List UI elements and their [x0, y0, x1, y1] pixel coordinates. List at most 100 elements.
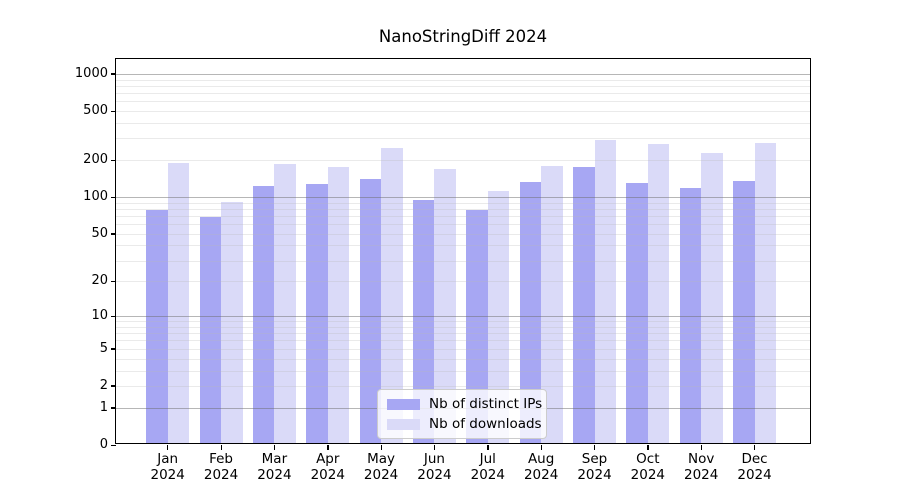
bar-downloads: [594, 140, 616, 443]
bar-downloads: [487, 191, 510, 443]
y-tick-label: 20: [91, 273, 108, 289]
x-tick-mark: [700, 445, 702, 450]
grid-minor-line: [116, 92, 810, 94]
y-tick-mark: [111, 196, 116, 198]
x-tick-label: Apr 2024: [310, 451, 345, 483]
bar-downloads: [327, 167, 350, 443]
x-tick-mark: [220, 445, 222, 450]
bar-distinct-ips: [359, 179, 382, 443]
y-tick-mark: [111, 73, 116, 75]
x-tick-label: Mar 2024: [257, 451, 292, 483]
x-tick-mark: [594, 445, 596, 450]
y-tick-label: 1000: [74, 65, 108, 81]
x-tick-mark: [273, 445, 276, 450]
grid-minor-line: [116, 160, 810, 162]
y-tick-mark: [111, 233, 116, 235]
bar-distinct-ips: [626, 182, 648, 443]
bar-downloads: [274, 164, 296, 443]
x-tick-label: Oct 2024: [630, 451, 666, 483]
grid-minor-line: [116, 101, 810, 103]
chart-title: NanoStringDiff 2024: [378, 27, 548, 46]
legend-swatch-downloads: [387, 418, 420, 430]
y-tick-label: 2: [99, 377, 108, 393]
x-tick-label: Nov 2024: [684, 451, 719, 483]
bar-downloads: [754, 143, 777, 443]
legend-label-downloads: Nb of downloads: [429, 416, 542, 432]
y-tick-mark: [111, 407, 116, 409]
grid-minor-line: [116, 202, 810, 204]
legend-swatch-distinct-ips: [387, 398, 420, 410]
y-tick-label: 10: [91, 308, 108, 324]
bar-distinct-ips: [306, 184, 328, 443]
bar-distinct-ips: [573, 166, 595, 443]
grid-minor-line: [116, 233, 810, 235]
grid-minor-line: [116, 138, 810, 140]
y-tick-label: 500: [83, 103, 108, 119]
bar-downloads: [381, 148, 403, 443]
bar-downloads: [167, 163, 190, 443]
grid-minor-line: [116, 348, 810, 350]
grid-minor-line: [116, 208, 810, 210]
grid-minor-line: [116, 340, 810, 342]
legend-item-distinct-ips: Nb of distinct IPs: [387, 394, 542, 414]
y-tick-label: 0: [99, 437, 108, 452]
x-tick-label: May 2024: [363, 451, 399, 483]
bar-downloads: [221, 202, 243, 443]
bar-downloads: [701, 153, 723, 443]
grid-minor-line: [116, 111, 810, 113]
grid-minor-line: [116, 385, 810, 387]
x-tick-mark: [487, 445, 489, 450]
x-tick-label: Sep 2024: [577, 451, 612, 483]
x-tick-label: Feb 2024: [203, 451, 239, 483]
grid-minor-line: [116, 122, 810, 124]
x-tick-label: Jul 2024: [470, 451, 505, 483]
bar-downloads: [647, 144, 670, 443]
bar-distinct-ips: [252, 185, 275, 443]
plot-area: 0 1 2 5 10 20 50 100 200 500 1000 Jan 2024 Feb 2024 M…: [75, 58, 811, 483]
y-tick-label: 50: [91, 225, 108, 241]
y-tick-mark: [111, 280, 116, 283]
bar-downloads: [541, 166, 563, 443]
grid-minor-line: [116, 333, 810, 335]
x-tick-label: Dec 2024: [737, 451, 772, 483]
y-tick-label: 100: [83, 189, 108, 205]
x-tick-mark: [540, 445, 542, 450]
x-tick-label: Aug 2024: [523, 451, 559, 483]
bar-distinct-ips: [679, 187, 702, 443]
y-tick-mark: [111, 385, 116, 387]
x-tick-label: Jan 2024: [150, 451, 185, 483]
y-tick-mark: [111, 159, 116, 161]
grid-minor-line: [116, 326, 810, 328]
grid-minor-line: [116, 85, 810, 87]
grid-minor-line: [116, 79, 810, 81]
bar-distinct-ips: [733, 180, 755, 443]
bar-distinct-ips: [199, 217, 222, 443]
bar-distinct-ips: [519, 181, 542, 443]
grid-major-line: [116, 73, 810, 75]
x-tick-mark: [167, 445, 169, 450]
y-tick-mark: [111, 315, 116, 317]
y-tick-mark: [111, 444, 116, 446]
y-tick-mark: [111, 348, 116, 350]
y-tick-label: 200: [83, 152, 108, 168]
x-tick-mark: [327, 445, 329, 450]
grid-minor-line: [116, 224, 810, 226]
x-tick-mark: [433, 445, 436, 450]
bar-distinct-ips: [412, 199, 435, 443]
grid-minor-line: [116, 281, 810, 283]
grid-major-line: [116, 197, 810, 199]
bar-downloads: [434, 169, 456, 443]
grid-minor-line: [116, 321, 810, 323]
x-tick-mark: [380, 445, 382, 450]
grid-minor-line: [116, 358, 810, 360]
y-tick-mark: [111, 110, 116, 112]
x-tick-label: Jun 2024: [417, 451, 452, 483]
grid-minor-line: [116, 215, 810, 217]
y-tick-label: 1: [99, 399, 108, 415]
legend-item-downloads: Nb of downloads: [387, 414, 542, 434]
grid-major-line: [116, 316, 810, 318]
legend-label-distinct-ips: Nb of distinct IPs: [429, 396, 543, 412]
x-tick-mark: [754, 445, 756, 450]
grid-minor-line: [116, 245, 810, 247]
legend: Nb of distinct IPs Nb of downloads: [377, 389, 547, 439]
